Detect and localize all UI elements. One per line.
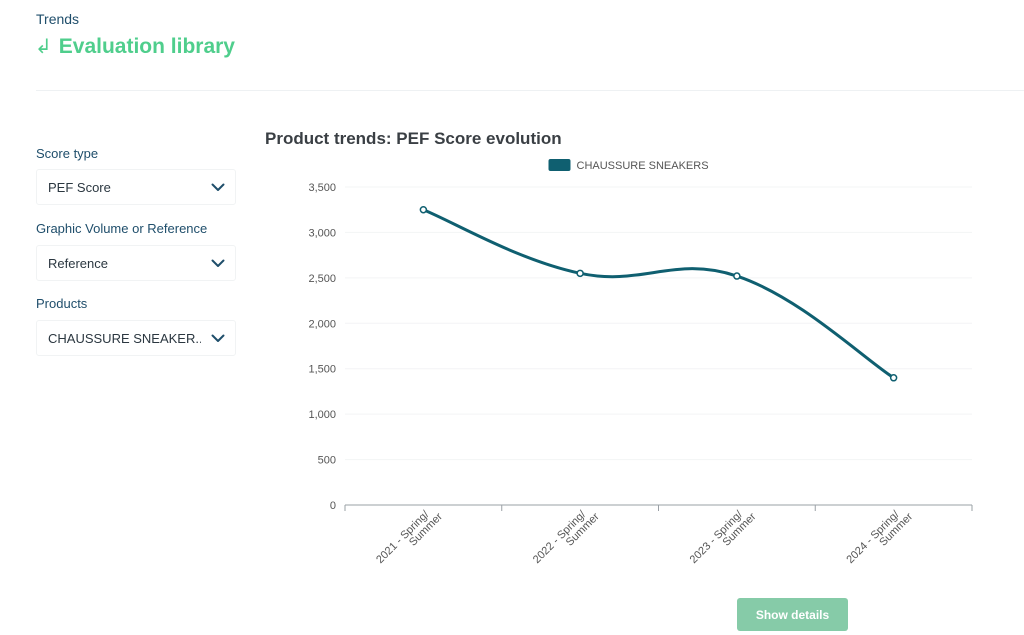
show-details-button[interactable]: Show details [737,598,848,631]
back-to-evaluation-library-link[interactable]: ↲ Evaluation library [35,35,235,59]
breadcrumb[interactable]: Trends [36,11,80,27]
graphic-volume-select[interactable]: Reference [36,245,236,281]
score-type-value: PEF Score [48,179,111,195]
x-tick-label: 2024 - Spring/Summer [844,508,915,566]
chevron-down-icon [201,245,235,281]
header-divider [36,90,1024,91]
return-arrow-icon: ↲ [35,36,52,58]
series-line [422,208,895,380]
y-tick-label: 2,500 [308,273,336,285]
products-select[interactable]: CHAUSSURE SNEAKER... [36,320,236,356]
y-tick-label: 1,500 [308,364,336,376]
x-tick-label: 2022 - Spring/Summer [531,508,602,566]
data-point [889,374,898,382]
y-tick-label: 1,000 [308,409,336,421]
chevron-down-icon [201,169,235,205]
score-type-label: Score type [36,146,99,161]
x-tick-label: 2023 - Spring/Summer [688,508,759,566]
data-point [733,272,741,280]
back-link-label: Evaluation library [58,35,235,58]
data-point [419,205,428,214]
graphic-volume-value: Reference [48,255,108,271]
chevron-down-icon [201,320,235,356]
y-tick-label: 0 [330,500,336,512]
graphic-volume-label: Graphic Volume or Reference [36,221,208,236]
legend-swatch [548,159,571,171]
legend-label: CHAUSSURE SNEAKERS [577,160,709,172]
pef-score-line-chart: 0 500 1,000 1,500 2,000 2,500 3,000 3,500 2021 -… [308,159,973,566]
y-tick-label: 3,000 [308,227,336,239]
products-value: CHAUSSURE SNEAKER... [48,330,201,346]
score-type-select[interactable]: PEF Score [36,169,236,205]
chart-title: Product trends: PEF Score evolution [265,129,562,148]
x-tick-label: 2021 - Spring/Summer [374,508,445,566]
y-tick-label: 3,500 [308,182,336,194]
y-tick-label: 500 [318,455,336,467]
products-label: Products [36,296,88,311]
y-tick-label: 2,000 [308,318,336,330]
data-point [576,269,584,278]
